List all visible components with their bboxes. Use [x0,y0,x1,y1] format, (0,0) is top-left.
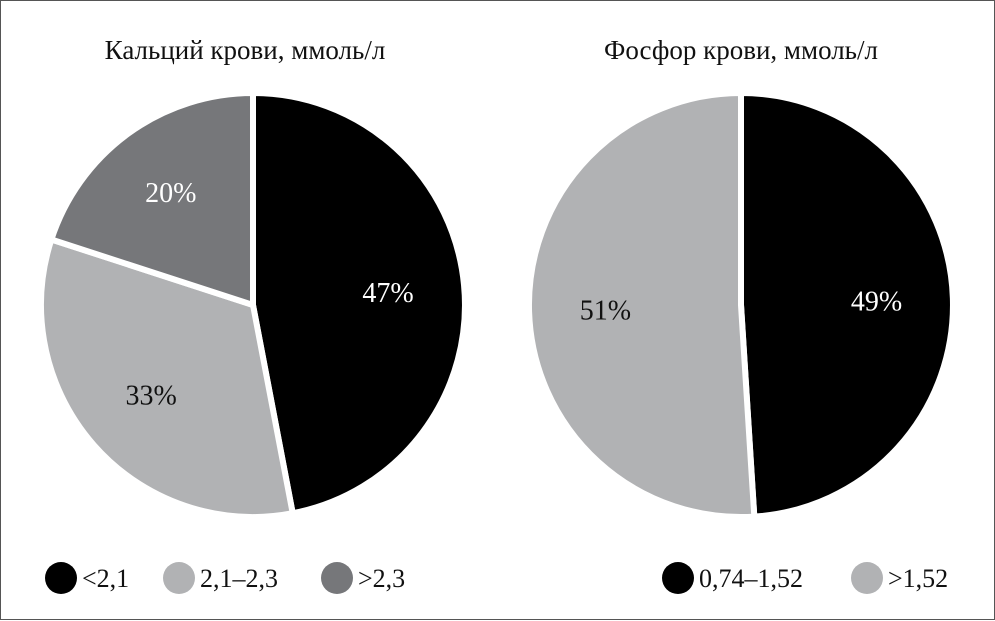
phosphorus-legend-swatch-0 [662,562,694,594]
phosphorus-slice-label-0: 49% [851,287,902,318]
phosphorus-legend-label-1: >1,52 [888,564,948,593]
phosphorus-chart-title: Фосфор крови, ммоль/л [604,35,878,65]
phosphorus-legend-swatch-1 [851,562,883,594]
phosphorus-slice-0 [738,90,956,520]
calcium-slice-2 [48,90,256,308]
phosphorus-slice-label-1: 51% [580,295,631,326]
calcium-slice-0 [250,90,468,517]
phosphorus-legend-label-0: 0,74–1,52 [699,564,803,593]
calcium-legend-swatch-1 [163,562,195,594]
calcium-slice-label-0: 47% [362,278,413,309]
phosphorus-slice-1 [526,90,758,520]
calcium-legend-label-0: <2,1 [82,564,129,593]
calcium-slice-label-1: 33% [126,381,177,412]
calcium-legend-label-2: >2,3 [358,564,405,593]
calcium-legend-swatch-2 [321,562,353,594]
calcium-chart-title: Кальций крови, ммоль/л [105,35,386,65]
calcium-legend-label-1: 2,1–2,3 [200,564,278,593]
calcium-legend-swatch-0 [45,562,77,594]
calcium-slice-label-2: 20% [145,178,196,209]
calcium-slice-1 [38,236,296,520]
